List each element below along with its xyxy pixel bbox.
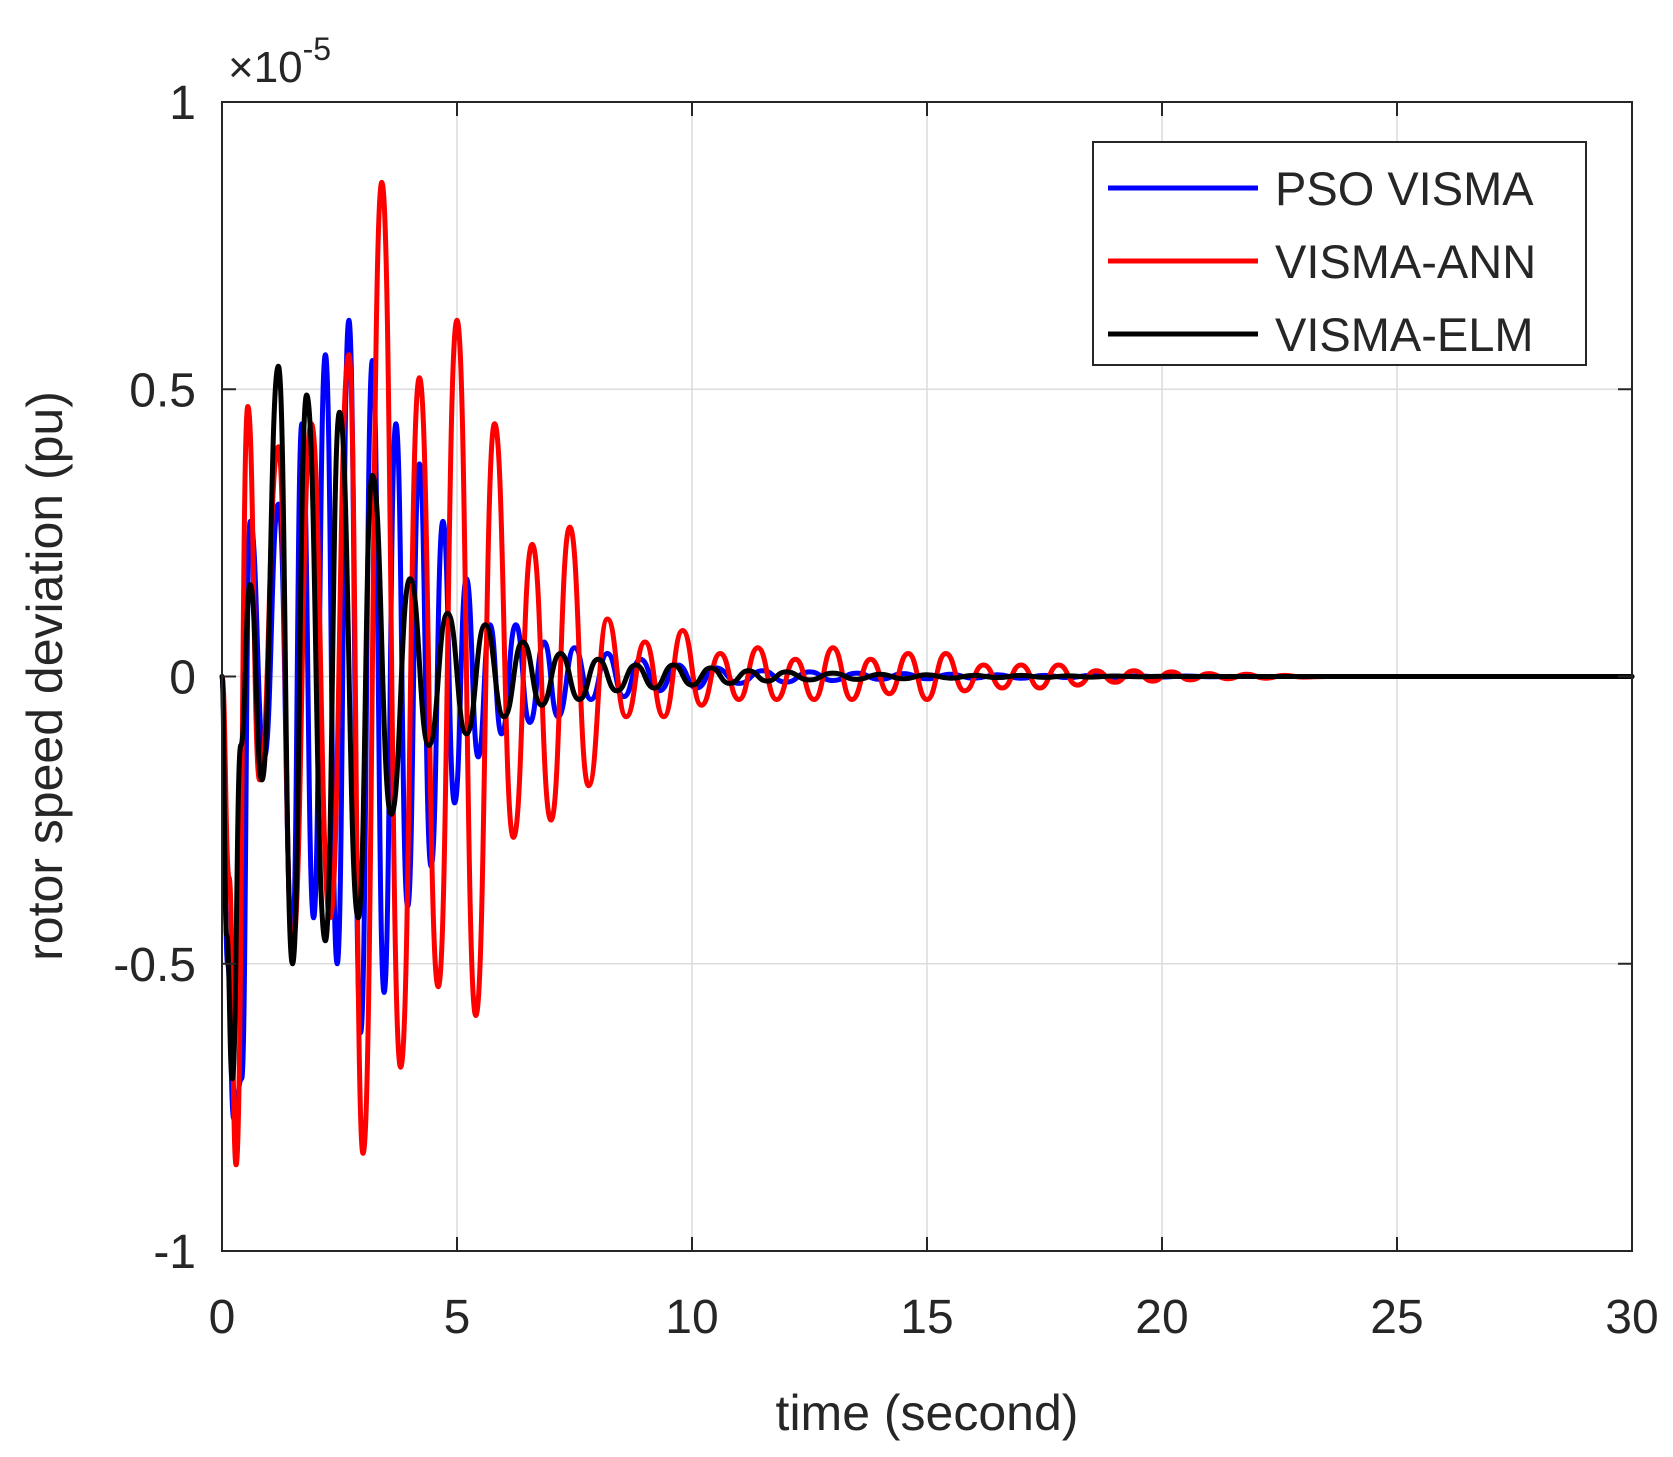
legend-label: PSO VISMA [1275,162,1534,215]
series-line-visma-elm [219,363,1635,1082]
y-exponent-label: ×10-5 [228,31,331,92]
y-exponent-base: ×10 [228,43,303,92]
x-tick-label: 0 [209,1291,236,1344]
y-tick-label: 0 [169,652,196,705]
x-axis-label: time (second) [776,1385,1079,1441]
x-tick-label: 10 [665,1291,718,1344]
x-tick-label: 30 [1605,1291,1658,1344]
series-lines [219,179,1635,1168]
x-tick-label: 20 [1135,1291,1188,1344]
x-tick-label: 25 [1370,1291,1423,1344]
axis-ticks: 0 5 10 15 20 25 30 -1 -0.5 0 0.5 1 [113,77,1658,1344]
x-tick-label: 15 [900,1291,953,1344]
y-exponent-power: -5 [303,31,331,67]
y-tick-label: -1 [153,1226,196,1279]
legend-entries: PSO VISMA VISMA-ANN VISMA-ELM [1108,162,1536,361]
legend-box [1092,141,1587,366]
y-tick-label: 1 [169,77,196,130]
legend: PSO VISMA VISMA-ANN VISMA-ELM [1092,141,1587,366]
legend-label: VISMA-ANN [1275,235,1536,288]
y-tick-label: 0.5 [129,364,196,417]
x-tick-label: 5 [444,1291,471,1344]
y-tick-label: -0.5 [113,939,196,992]
y-axis-label: rotor speed deviation (pu) [17,391,73,961]
legend-label: VISMA-ELM [1275,308,1534,361]
